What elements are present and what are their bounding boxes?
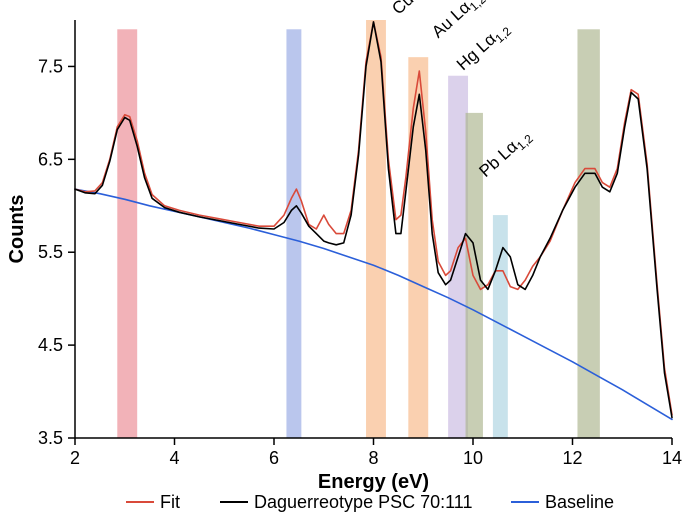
x-tick-label: 2: [70, 448, 80, 468]
emission-band: [117, 29, 137, 438]
y-tick-label: 3.5: [38, 428, 63, 448]
y-axis-label: Counts: [6, 195, 28, 264]
peak-label: Pb Lα1,2: [475, 125, 536, 183]
svg-text:Pb Lα1,2: Pb Lα1,2: [475, 125, 536, 183]
y-tick-label: 7.5: [38, 56, 63, 76]
svg-text:Hg Lα1,2: Hg Lα1,2: [453, 18, 514, 76]
xrf-spectrum-chart: 2 4 6 8 10 12 14 3.5 4.5 5.5 6.5 7.5 Energy (eV) Coun…: [0, 0, 685, 528]
emission-band: [408, 57, 428, 438]
y-tick-label: 5.5: [38, 242, 63, 262]
y-tick-label: 6.5: [38, 149, 63, 169]
x-axis-label: Energy (eV): [318, 471, 429, 493]
y-tick-label: 4.5: [38, 335, 63, 355]
peak-label: Hg Lα1,2: [453, 18, 514, 76]
emission-band: [286, 29, 301, 438]
x-tick-label: 4: [169, 448, 179, 468]
emission-band: [577, 29, 599, 438]
legend-label: Baseline: [545, 492, 614, 512]
x-tick-label: 12: [562, 448, 582, 468]
x-tick-label: 6: [269, 448, 279, 468]
legend-label: Fit: [160, 492, 180, 512]
x-tick-label: 8: [368, 448, 378, 468]
x-tick-label: 14: [662, 448, 682, 468]
x-tick-label: 10: [463, 448, 483, 468]
legend-label: Daguerreotype PSC 70:111: [254, 492, 472, 512]
